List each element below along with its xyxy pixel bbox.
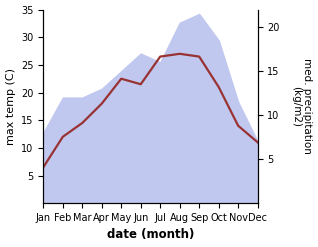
Y-axis label: med. precipitation
(kg/m2): med. precipitation (kg/m2) <box>291 59 313 154</box>
Y-axis label: max temp (C): max temp (C) <box>5 68 16 145</box>
X-axis label: date (month): date (month) <box>107 228 194 242</box>
